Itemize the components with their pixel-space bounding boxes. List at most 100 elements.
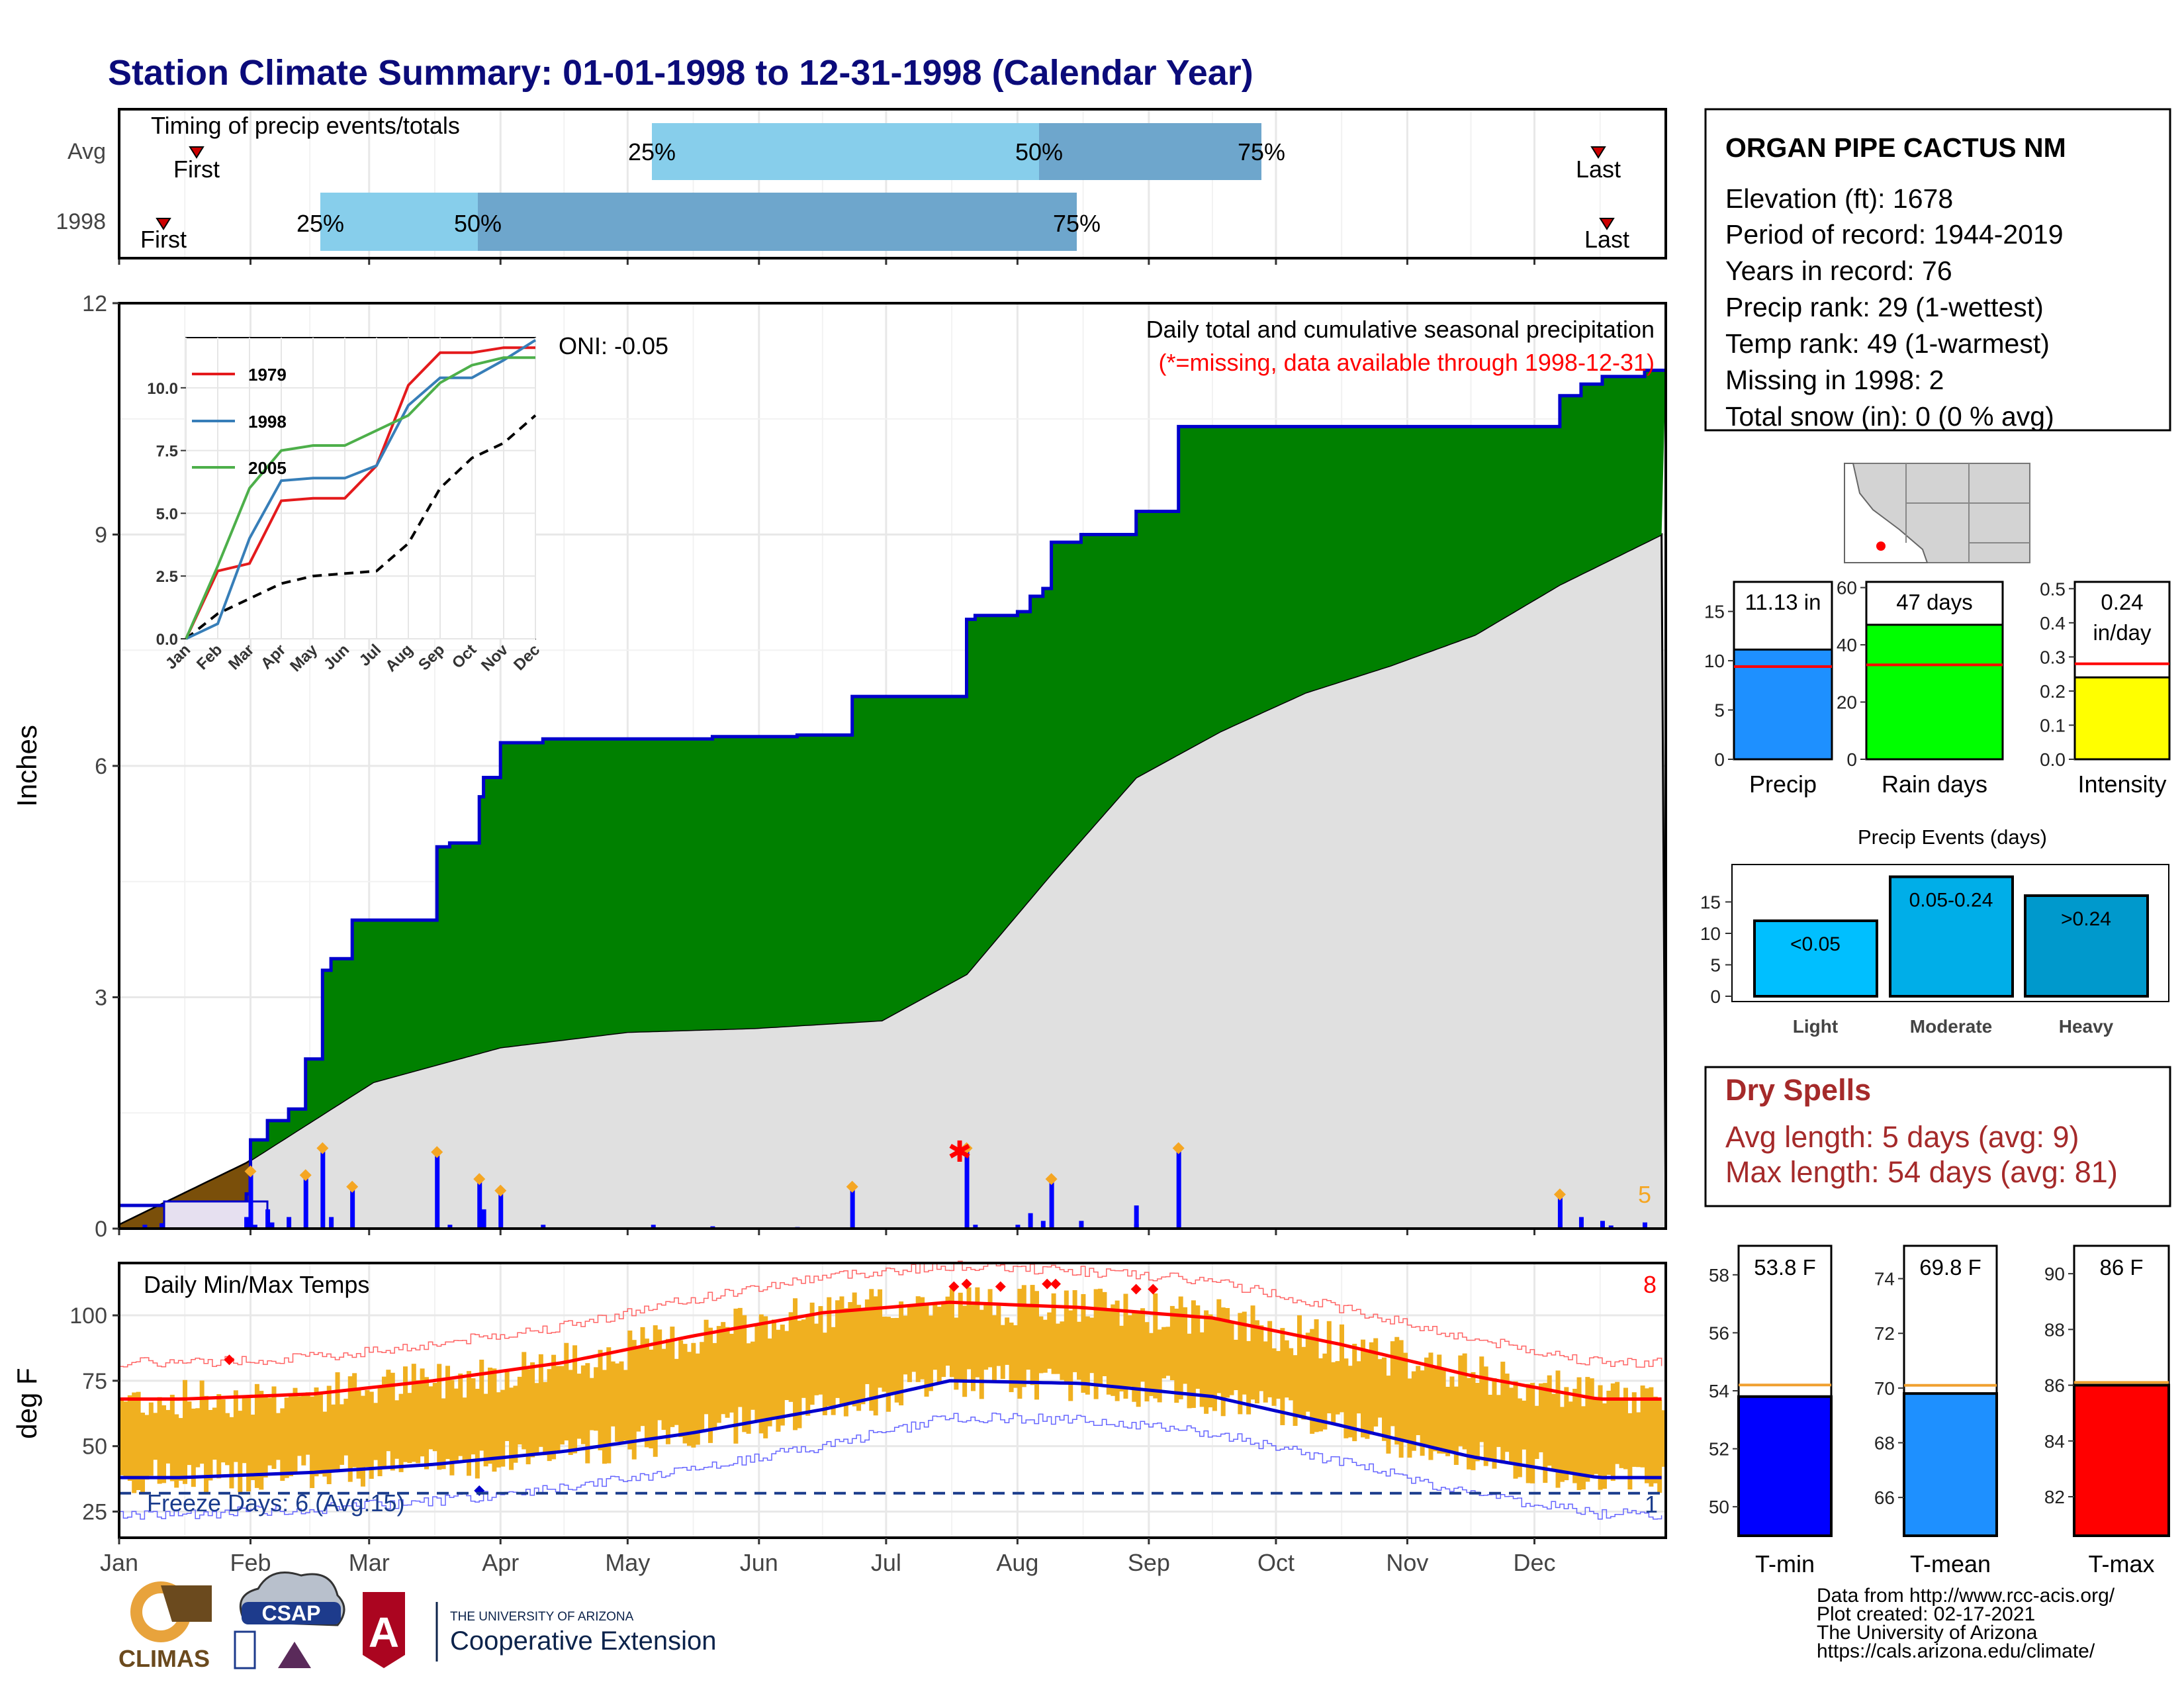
- daily-temp-bar: [1216, 1299, 1222, 1393]
- tmax-normal-line: [119, 1300, 1662, 1401]
- daily-temp-bar: [509, 1387, 514, 1470]
- daily-temp-bar: [538, 1354, 543, 1447]
- daily-temp-bar: [1271, 1348, 1277, 1406]
- daily-temp-bar: [1631, 1392, 1637, 1467]
- daily-temp-bar: [751, 1341, 756, 1410]
- temp-mini-label: T-mean: [1910, 1550, 1991, 1577]
- daily-temp-bar: [1132, 1311, 1137, 1402]
- mini-chart-intensity: 0.0 0.1 0.2 0.3 0.4 0.5 0.24 in/day Intensity: [2040, 579, 2171, 798]
- daily-temp-bar: [471, 1378, 476, 1455]
- daily-temp-bar: [780, 1325, 785, 1426]
- daily-temp-bar: [1005, 1317, 1010, 1365]
- dry-spells-max: Max length: 54 days (avg: 81): [1725, 1155, 2118, 1189]
- oni-label: ONI: -0.05: [559, 332, 668, 359]
- daily-temp-bar: [767, 1338, 772, 1427]
- precip-title: Daily total and cumulative seasonal prec…: [1146, 316, 1655, 343]
- daily-temp-bar: [1411, 1371, 1416, 1451]
- daily-precip-bar: [1134, 1205, 1139, 1229]
- daily-temp-bar: [1030, 1285, 1035, 1385]
- first-marker-1998: [156, 218, 171, 230]
- daily-temp-bar: [1136, 1312, 1141, 1407]
- mini-bar-charts: 0 5 10 15 11.13 in Precip 0 20 40 60 47 days Rain d…: [1704, 578, 2171, 798]
- daily-temp-bar: [216, 1394, 222, 1479]
- daily-temp-bar: [1225, 1308, 1230, 1398]
- daily-precip-bar: [435, 1155, 440, 1229]
- daily-temp-bar: [1403, 1352, 1408, 1440]
- daily-temp-bar: [1013, 1325, 1018, 1388]
- daily-temp-bar: [928, 1315, 933, 1391]
- temp-mini-label: T-min: [1755, 1550, 1815, 1577]
- record-high-marker: [1130, 1284, 1142, 1295]
- daily-temp-bar: [1204, 1310, 1209, 1414]
- daily-temp-bar: [462, 1397, 467, 1462]
- month-label: Jan: [100, 1549, 138, 1576]
- temp-mini-t-min: 50 52 54 56 58 53.8 F T-min: [1709, 1244, 1833, 1577]
- events-ytick-label: 0: [1710, 986, 1721, 1007]
- daily-temp-bar: [1060, 1321, 1065, 1380]
- daily-temp-bar: [1275, 1350, 1281, 1399]
- daily-precip-bar: [1028, 1213, 1033, 1229]
- daily-precip-bar: [1040, 1221, 1046, 1229]
- daily-temp-bar: [492, 1368, 497, 1472]
- daily-temp-bar: [1424, 1357, 1430, 1446]
- daily-temp-bar: [1229, 1323, 1234, 1395]
- daily-temp-bar: [869, 1289, 874, 1411]
- daily-temp-bar: [174, 1414, 179, 1488]
- daily-temp-bar: [360, 1395, 365, 1487]
- mini-ytick-label: 5: [1714, 700, 1725, 721]
- temp-mini-bar: [1903, 1392, 1998, 1537]
- daily-temp-bar: [987, 1289, 993, 1368]
- daily-precip-bar: [1557, 1225, 1563, 1229]
- daily-precip-bar: [287, 1217, 292, 1229]
- mini-ytick-label: 40: [1837, 635, 1857, 655]
- daily-temp-bar: [1462, 1353, 1467, 1450]
- daily-temp-bar: [983, 1304, 989, 1370]
- daily-temp-bar: [178, 1418, 183, 1481]
- daily-temp-bar: [1458, 1355, 1463, 1446]
- month-label: Jul: [871, 1549, 901, 1576]
- daily-temp-bar: [1661, 1410, 1666, 1467]
- daily-temp-bar: [814, 1323, 819, 1395]
- daily-temp-bar: [547, 1369, 552, 1462]
- station-line-snow: Total snow (in): 0 (0 % avg): [1725, 401, 2054, 432]
- daily-temp-bar: [551, 1354, 557, 1460]
- daily-temp-bar: [564, 1342, 569, 1441]
- record-high-marker: [961, 1278, 972, 1289]
- daily-temp-bar: [522, 1352, 527, 1450]
- daily-temp-bar: [733, 1308, 739, 1444]
- temp-frame: [118, 1262, 1667, 1539]
- mini-ytick-label: 0.2: [2040, 681, 2066, 702]
- daily-temp-bar: [572, 1345, 578, 1454]
- daily-temp-bar: [1072, 1289, 1077, 1372]
- daily-temp-bar: [310, 1396, 315, 1488]
- ua-small-text: THE UNIVERSITY OF ARIZONA: [450, 1610, 634, 1624]
- daily-temp-bar: [623, 1370, 628, 1441]
- daily-temp-bar: [301, 1394, 306, 1466]
- daily-temp-bar: [1293, 1355, 1298, 1427]
- daily-temp-bar: [1580, 1406, 1586, 1490]
- daily-precip-bar: [244, 1217, 250, 1229]
- credit-line-3: The University of Arizona: [1817, 1622, 2038, 1644]
- station-line-temp-rank: Temp rank: 49 (1-warmest): [1725, 328, 2050, 359]
- daily-temp-bar: [568, 1370, 573, 1455]
- precip-corner-count: 5: [1638, 1181, 1651, 1208]
- daily-temp-bar: [1127, 1315, 1132, 1387]
- daily-temp-bar: [1640, 1385, 1645, 1468]
- daily-temp-bar: [860, 1310, 866, 1405]
- daily-precip-bar: [1608, 1225, 1614, 1229]
- daily-temp-bar: [1115, 1300, 1120, 1401]
- daily-temp-bar: [233, 1390, 238, 1462]
- daily-temp-bar: [1305, 1333, 1310, 1412]
- first-label-1998: First: [140, 226, 187, 253]
- last-label-avg: Last: [1576, 156, 1621, 183]
- daily-precip-bar: [1557, 1197, 1563, 1229]
- record-precip-marker: [244, 1165, 257, 1178]
- timing-avg-q1-bar: [652, 123, 1039, 180]
- month-label: May: [605, 1549, 650, 1576]
- daily-temp-bar: [1488, 1395, 1493, 1462]
- daily-temp-bar: [746, 1343, 751, 1434]
- temp-mini-value: 69.8 F: [1919, 1255, 1981, 1280]
- record-high-marker: [224, 1354, 235, 1366]
- daily-temp-bar: [873, 1296, 878, 1416]
- daily-temp-bar: [1649, 1387, 1654, 1487]
